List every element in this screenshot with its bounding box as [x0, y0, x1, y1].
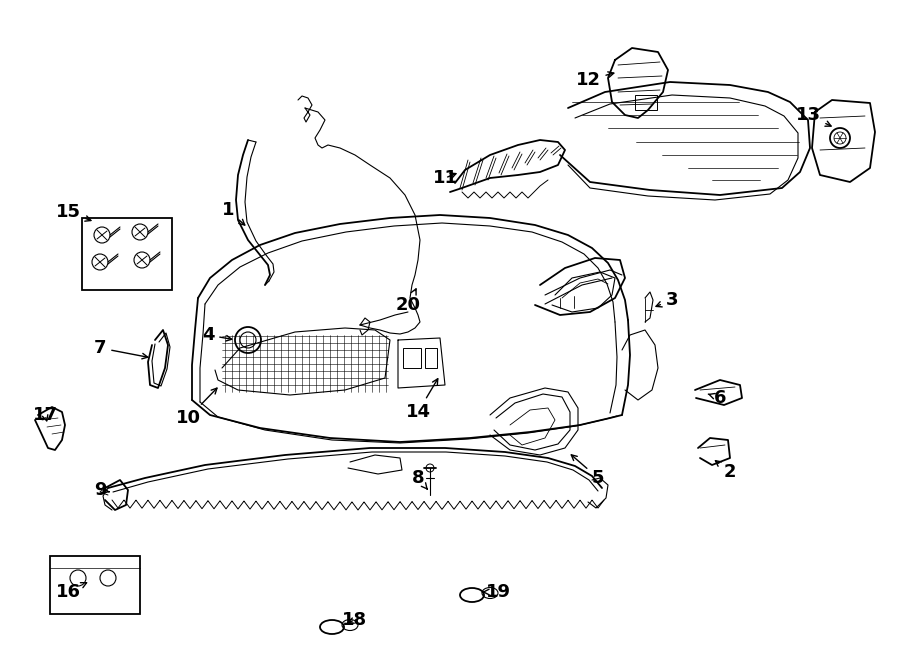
Text: 3: 3 [656, 291, 679, 309]
Text: 12: 12 [575, 71, 614, 89]
Bar [82, 218, 172, 290]
Text: 14: 14 [406, 379, 437, 421]
Text: 9: 9 [94, 481, 109, 499]
Text: 4: 4 [202, 326, 231, 344]
Text: 6: 6 [708, 389, 726, 407]
Text: 2: 2 [716, 461, 736, 481]
Text: 16: 16 [56, 583, 86, 601]
Text: 17: 17 [32, 406, 58, 424]
Bar [403, 348, 421, 368]
Text: 5: 5 [572, 455, 604, 487]
Text: 11: 11 [433, 169, 457, 187]
Text: 10: 10 [176, 388, 217, 427]
Text: 1: 1 [221, 201, 245, 225]
Text: 18: 18 [342, 611, 367, 629]
Bar [425, 348, 437, 368]
Bar [50, 556, 140, 614]
Text: 7: 7 [94, 339, 148, 359]
Text: 8: 8 [411, 469, 428, 489]
Text: 13: 13 [796, 106, 831, 126]
Text: 19: 19 [482, 583, 510, 601]
Text: 15: 15 [56, 203, 91, 221]
Text: 20: 20 [395, 289, 420, 314]
Bar [635, 95, 657, 110]
